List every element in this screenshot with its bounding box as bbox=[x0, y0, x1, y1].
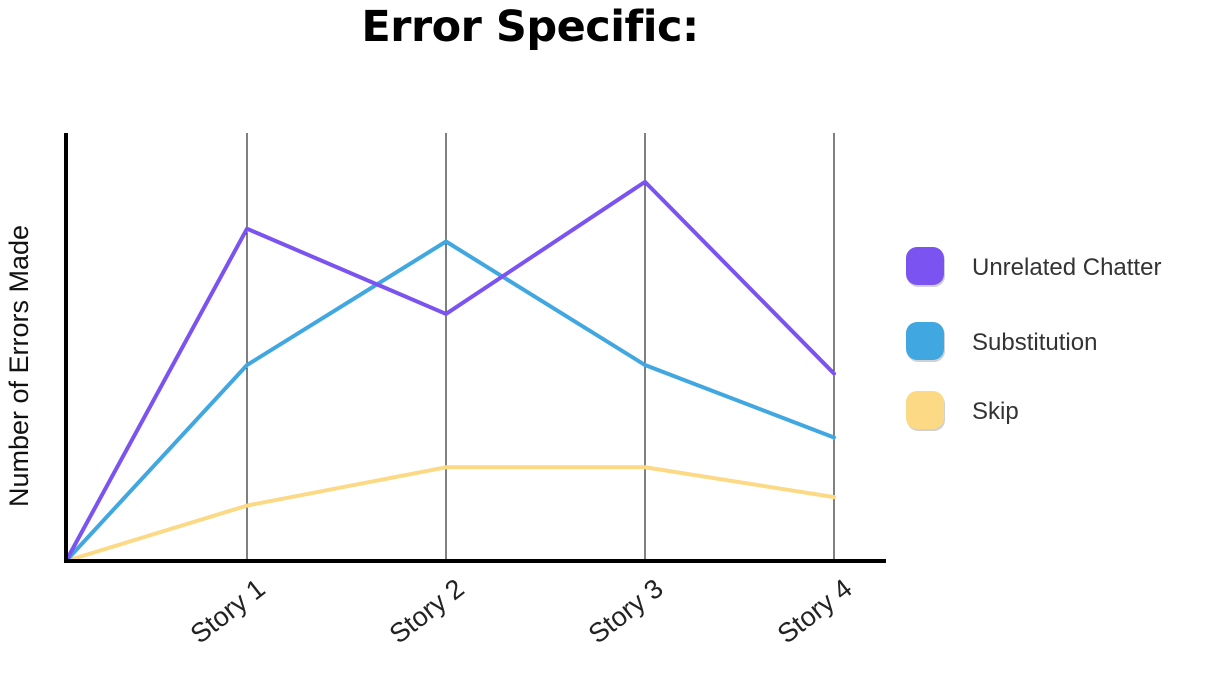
legend-label: Unrelated Chatter bbox=[972, 254, 1161, 281]
chart-title: Error Specific: bbox=[361, 2, 699, 52]
series-line-skip bbox=[64, 465, 836, 563]
series-line-unrelated-chatter bbox=[64, 179, 836, 563]
legend-swatch bbox=[906, 247, 944, 285]
x-tick-label: Story 4 bbox=[772, 573, 858, 649]
x-tick-label: Story 1 bbox=[185, 573, 271, 649]
legend-label: Skip bbox=[972, 398, 1019, 425]
x-tick-label: Story 2 bbox=[384, 573, 470, 649]
legend-item-skip: Skip bbox=[906, 391, 1019, 431]
legend-swatch bbox=[906, 322, 944, 360]
legend-item-substitution: Substitution bbox=[906, 322, 1097, 362]
series-line-substitution bbox=[64, 239, 836, 563]
vertical-gridlines bbox=[246, 133, 835, 561]
x-tick-labels: Story 1 Story 2 Story 3 Story 4 bbox=[185, 573, 858, 649]
legend-label: Substitution bbox=[972, 329, 1097, 356]
legend-item-unrelated-chatter: Unrelated Chatter bbox=[906, 247, 1161, 287]
x-tick-label: Story 3 bbox=[583, 573, 669, 649]
y-axis-label: Number of Errors Made bbox=[4, 225, 34, 507]
legend: Unrelated Chatter Substitution Skip bbox=[906, 247, 1161, 431]
series-lines bbox=[64, 179, 836, 563]
legend-swatch bbox=[906, 391, 944, 429]
